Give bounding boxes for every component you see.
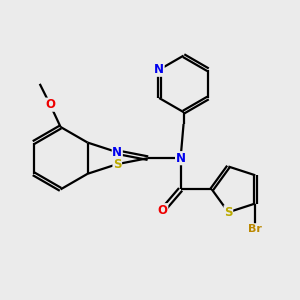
Text: O: O [45,98,55,111]
Text: N: N [112,146,122,159]
Text: S: S [113,158,122,171]
Text: N: N [154,63,164,76]
Text: S: S [224,206,232,219]
Text: N: N [176,152,186,165]
Text: O: O [158,204,168,217]
Text: Br: Br [248,224,262,234]
